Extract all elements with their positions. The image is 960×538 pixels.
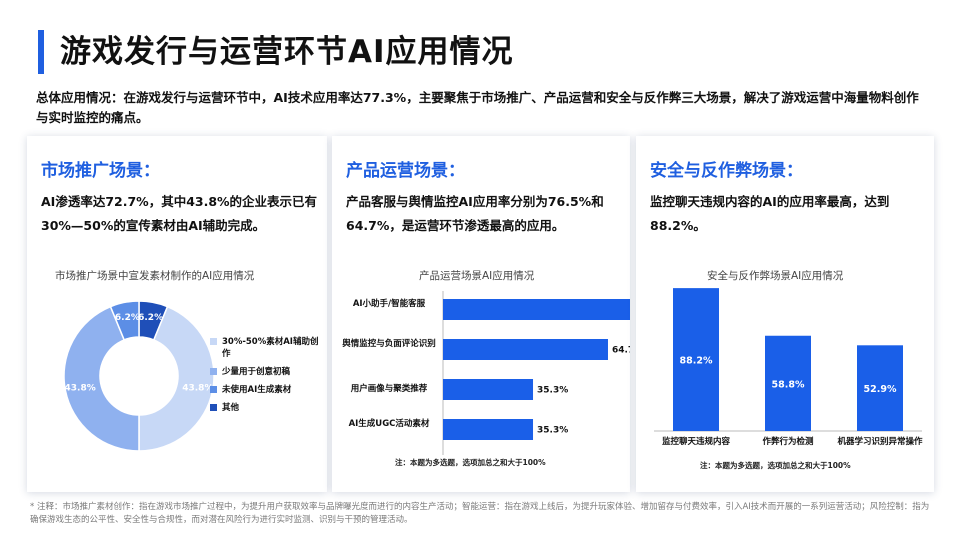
market-card-title: 市场推广场景： xyxy=(41,161,160,181)
legend-label: 其他 xyxy=(222,403,240,413)
hbar-chart: 76.5%64.7%35.3%35.3% xyxy=(442,291,630,455)
hbar-value-label: 35.3% xyxy=(537,386,568,396)
vbar-chart: 88.2% 58.8% 52.9% xyxy=(654,288,922,432)
summary-text: 总体应用情况：在游戏发行与运营环节中，AI技术应用率达77.3%，主要聚焦于市场… xyxy=(36,90,919,125)
hbar-bar xyxy=(443,339,608,360)
vbar-bar xyxy=(857,345,903,431)
legend-label: 少量用于创意初稿 xyxy=(222,367,291,377)
legend-item: 少量用于创意初稿 xyxy=(210,366,320,378)
vbar-value-label: 52.9% xyxy=(864,384,897,395)
vbar-value-label: 58.8% xyxy=(772,379,805,390)
hbar-chart-note: 注：本题为多选题，选项加总之和大于100% xyxy=(395,458,546,467)
legend-label: 未使用AI生成素材 xyxy=(222,385,292,395)
donut-chart: 6.2% 43.8% 43.8% 6.2% xyxy=(63,300,215,452)
legend-swatch xyxy=(210,338,217,345)
security-card: 安全与反作弊场景： 监控聊天违规内容的AI的应用率最高，达到 88.2%。 安全… xyxy=(636,136,934,492)
donut-value-label: 43.8% xyxy=(182,384,213,394)
hbar-bar xyxy=(443,419,534,440)
donut-slice xyxy=(109,300,140,341)
hbar-bar xyxy=(443,379,534,400)
market-card-text: AI渗透率达72.7%，其中43.8%的企业表示已有30%—50%的宣传素材由A… xyxy=(41,194,318,233)
legend-swatch xyxy=(210,386,217,393)
hbar-category-label: AI生成UGC活动素材 xyxy=(348,418,430,429)
donut-slice xyxy=(63,305,140,452)
hbar-category-label: 舆情监控与负面评论识别 xyxy=(342,338,436,349)
product-card-text: 产品客服与舆情监控AI应用率分别为76.5%和64.7%，是运营环节渗透最高的应… xyxy=(346,194,604,233)
donut-legend: 30%-50%素材AI辅助创作少量用于创意初稿 未使用AI生成素材 其他 xyxy=(210,336,320,420)
legend-item: 其他 xyxy=(210,402,320,414)
vbar-value-label: 88.2% xyxy=(680,356,713,367)
donut-value-label: 6.2% xyxy=(115,313,140,323)
hbar-category-label: AI小助手/智能客服 xyxy=(352,298,426,309)
hbar-chart-title: 产品运营场景AI应用情况 xyxy=(419,270,535,282)
hbar-bar xyxy=(443,299,630,320)
product-card-title: 产品运营场景： xyxy=(346,161,465,181)
vbar-category-label: 监控聊天违规内容 xyxy=(661,437,730,447)
page-title: 游戏发行与运营环节AI应用情况 xyxy=(60,34,514,70)
legend-swatch xyxy=(210,404,217,411)
vbar-category-label: 作弊行为检测 xyxy=(762,437,814,447)
hbar-value-label: 64.7% xyxy=(612,346,630,356)
vbar-bar xyxy=(673,288,719,431)
title-accent-bar xyxy=(38,30,44,74)
security-card-title: 安全与反作弊场景： xyxy=(650,161,803,181)
product-card: 产品运营场景： 产品客服与舆情监控AI应用率分别为76.5%和64.7%，是运营… xyxy=(332,136,630,492)
security-card-text: 监控聊天违规内容的AI的应用率最高，达到 88.2%。 xyxy=(650,194,890,233)
footnote: * 注释：市场推广素材创作：指在游戏市场推广过程中，为提升用户获取效率与品牌曝光… xyxy=(30,502,930,525)
donut-chart-title: 市场推广场景中宣发素材制作的AI应用情况 xyxy=(55,270,255,282)
vbar-category-label: 机器学习识别异常操作 xyxy=(837,437,923,447)
legend-item: 30%-50%素材AI辅助创作 xyxy=(210,336,320,360)
legend-swatch xyxy=(210,368,217,375)
hbar-category-label: 用户画像与聚类推荐 xyxy=(350,383,428,394)
legend-label: 30%-50%素材AI辅助创作 xyxy=(222,337,319,359)
legend-item: 未使用AI生成素材 xyxy=(210,384,320,396)
market-card: 市场推广场景： AI渗透率达72.7%，其中43.8%的企业表示已有30%—50… xyxy=(27,136,327,492)
donut-value-label: 6.2% xyxy=(138,313,163,323)
hbar-value-label: 35.3% xyxy=(537,426,568,436)
donut-value-label: 43.8% xyxy=(65,384,96,394)
vbar-bar xyxy=(765,335,811,431)
vbar-chart-title: 安全与反作弊场景AI应用情况 xyxy=(707,270,844,282)
vbar-chart-note: 注：本题为多选题，选项加总之和大于100% xyxy=(700,461,851,470)
donut-slice xyxy=(138,305,215,452)
